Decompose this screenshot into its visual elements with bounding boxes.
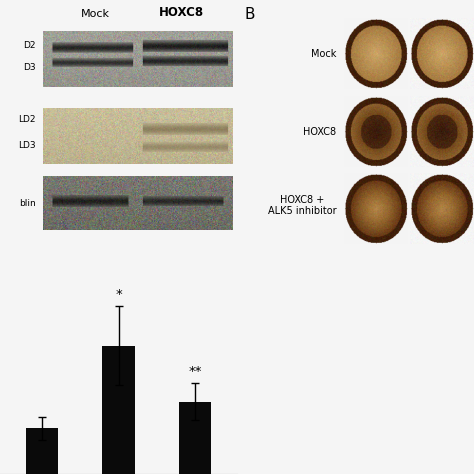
Text: HOXC8: HOXC8 [158,6,204,19]
Text: HOXC8 +
ALK5 inhibitor: HOXC8 + ALK5 inhibitor [268,195,337,216]
Bar [26,428,58,474]
Text: HOXC8: HOXC8 [303,127,337,137]
Bar [179,401,211,474]
Bar [102,346,135,474]
Text: *: * [115,288,122,301]
Text: blin: blin [19,199,36,208]
Text: D3: D3 [23,63,36,72]
Text: B: B [244,7,255,22]
Text: LD2: LD2 [18,115,36,124]
Text: Mock: Mock [311,49,337,59]
Text: **: ** [188,365,202,378]
Text: D2: D2 [23,41,36,50]
Text: Mock: Mock [81,9,110,19]
Text: LD3: LD3 [18,140,36,149]
